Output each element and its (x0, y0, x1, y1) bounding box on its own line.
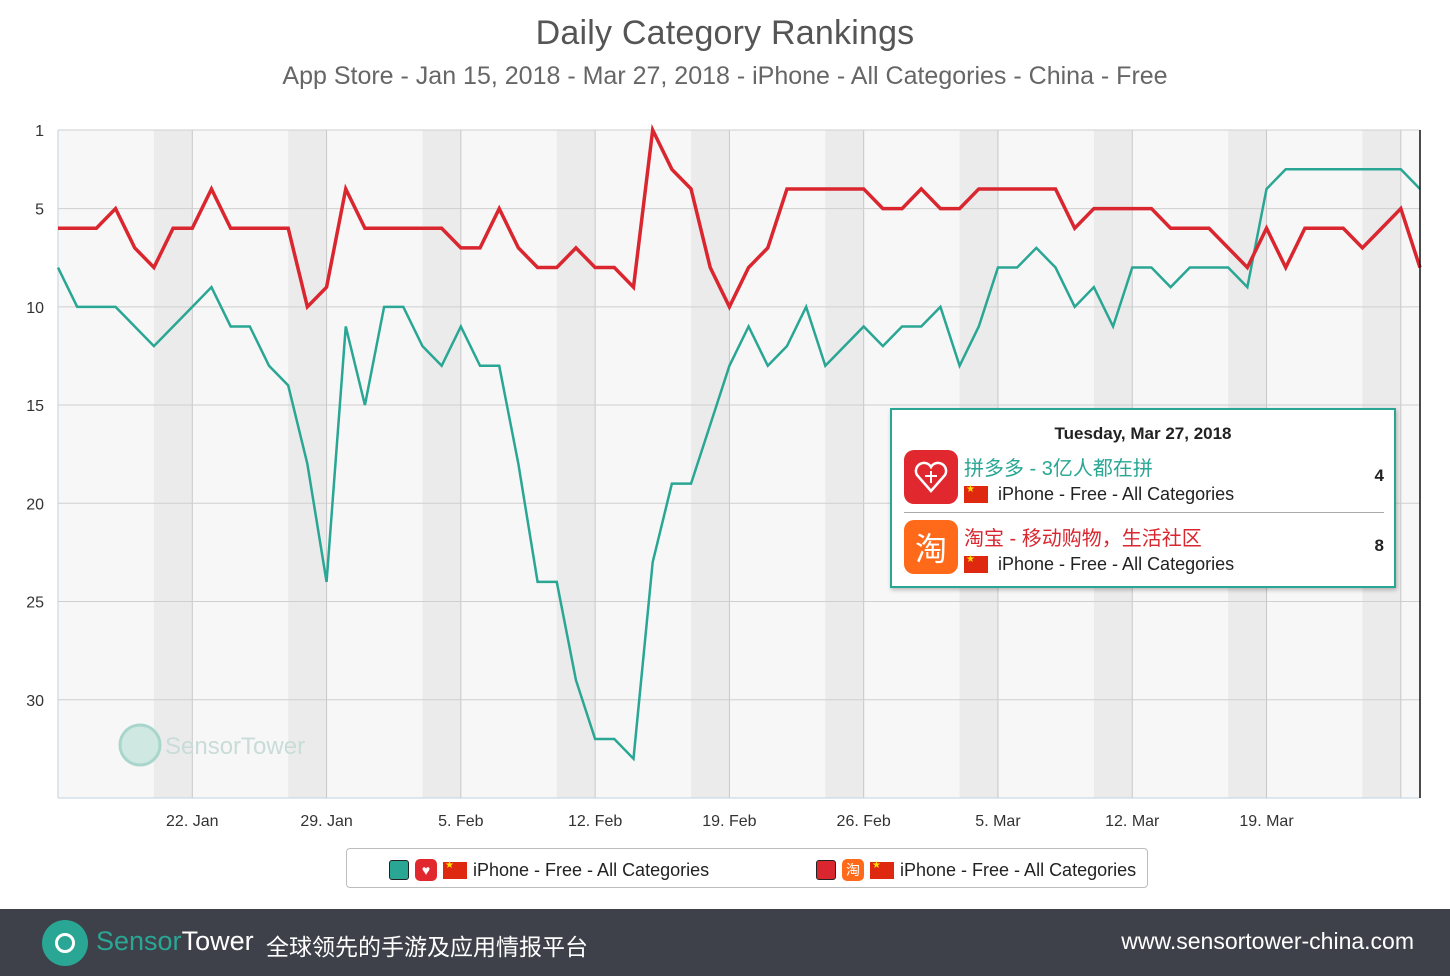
x-tick-label: 19. Feb (702, 813, 756, 830)
tooltip: Tuesday, Mar 27, 2018 拼多多 - 3亿人都在拼 iPhon… (890, 408, 1396, 588)
series-line-pinduoduo (56, 168, 1421, 762)
tooltip-divider (904, 512, 1384, 513)
tooltip-row-pinduoduo: 拼多多 - 3亿人都在拼 iPhone - Free - All Categor… (904, 450, 1384, 510)
chart-title: Daily Category Rankings (535, 14, 915, 52)
brand-part2: Tower (181, 926, 254, 956)
chart-subtitle: App Store - Jan 15, 2018 - Mar 27, 2018 … (282, 62, 1168, 90)
tooltip-rank: 4 (1374, 466, 1384, 485)
legend-swatch (816, 860, 836, 880)
y-tick-label: 10 (26, 300, 44, 317)
y-tick-label: 25 (26, 595, 44, 612)
y-tick-label: 30 (26, 693, 44, 710)
tooltip-app-name: 拼多多 - 3亿人都在拼 (964, 458, 1153, 480)
china-flag-icon (870, 860, 894, 879)
tooltip-row-taobao: 淘 淘宝 - 移动购物，生活社区 iPhone - Free - All Cat… (904, 520, 1384, 580)
legend-swatch (389, 860, 409, 880)
weekend-band (153, 130, 193, 798)
x-tick-label: 5. Mar (975, 813, 1021, 830)
taobao-app-icon: 淘 (904, 520, 958, 574)
watermark-logo-icon (118, 723, 162, 767)
china-flag-icon (443, 860, 467, 879)
footer-tagline: 全球领先的手游及应用情报平台 (266, 934, 588, 960)
china-flag-icon (964, 554, 988, 573)
x-tick-label: 5. Feb (438, 813, 483, 830)
tooltip-app-subtitle: iPhone - Free - All Categories (964, 484, 1234, 505)
y-tick-label: 1 (35, 123, 44, 140)
footer-brand: SensorTower (96, 926, 254, 957)
footer-bar: SensorTower 全球领先的手游及应用情报平台 www.sensortow… (0, 909, 1450, 976)
tooltip-app-name: 淘宝 - 移动购物，生活社区 (964, 528, 1202, 550)
weekend-band (825, 130, 864, 798)
x-tick-label: 12. Mar (1105, 813, 1160, 830)
taobao-app-icon: 淘 (842, 859, 864, 881)
legend-item-taobao[interactable]: 淘 iPhone - Free - All Categories (816, 859, 1136, 881)
y-tick-label: 15 (26, 398, 44, 415)
y-tick-label: 5 (35, 202, 44, 219)
watermark-text: SensorTower (165, 733, 305, 760)
pinduoduo-app-icon: ♥ (415, 859, 437, 881)
x-tick-label: 19. Mar (1239, 813, 1294, 830)
x-tick-label: 22. Jan (166, 813, 218, 830)
sensortower-logo-icon (42, 920, 88, 966)
footer-url[interactable]: www.sensortower-china.com (1121, 928, 1414, 954)
china-flag-icon (964, 484, 988, 503)
y-tick-label: 20 (26, 496, 44, 513)
legend-label: iPhone - Free - All Categories (473, 859, 710, 880)
tooltip-subtitle-text: iPhone - Free - All Categories (998, 554, 1235, 574)
legend-item-pinduoduo[interactable]: ♥ iPhone - Free - All Categories (389, 859, 709, 881)
tooltip-rank: 8 (1374, 536, 1384, 555)
tooltip-subtitle-text: iPhone - Free - All Categories (998, 484, 1235, 504)
series-line-taobao (58, 123, 1422, 311)
x-tick-label: 29. Jan (300, 813, 352, 830)
pinduoduo-app-icon (904, 450, 958, 504)
weekend-band (556, 130, 596, 798)
tooltip-app-subtitle: iPhone - Free - All Categories (964, 554, 1234, 575)
x-tick-label: 12. Feb (568, 813, 622, 830)
brand-part1: Sensor (96, 926, 182, 956)
tooltip-date: Tuesday, Mar 27, 2018 (1054, 424, 1232, 443)
x-tick-label: 26. Feb (837, 813, 891, 830)
chart-legend: ♥ iPhone - Free - All Categories 淘 iPhon… (346, 848, 1148, 888)
legend-label: iPhone - Free - All Categories (900, 859, 1137, 880)
